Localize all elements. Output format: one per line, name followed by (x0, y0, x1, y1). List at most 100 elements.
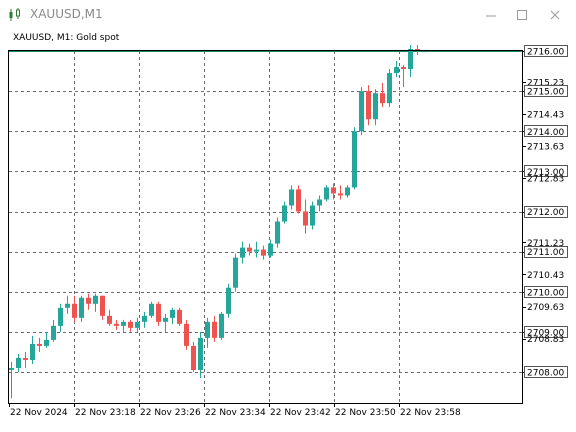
x-tick-label: 22 Nov 23:26 (140, 408, 201, 418)
candle-bear (128, 321, 133, 328)
x-tick-label: 22 Nov 23:42 (270, 408, 331, 418)
y-tick-label: 2708.00 (527, 369, 564, 379)
candle-bull (58, 307, 63, 326)
candle-bull (226, 287, 231, 314)
candle-bear (23, 357, 28, 360)
candle-bear (86, 297, 91, 304)
y-tick-label: 2714.43 (527, 110, 564, 120)
candle-bear (331, 187, 336, 194)
y-tick-label: 2709.63 (527, 303, 564, 313)
y-tick-box (524, 125, 568, 137)
candle-bear (415, 48, 420, 51)
candle-bull (254, 249, 259, 252)
candle-bull (233, 257, 238, 288)
close-icon[interactable] (547, 7, 563, 23)
y-tick-label: 2715.00 (527, 88, 564, 98)
y-tick-label: 2715.23 (527, 78, 564, 88)
candle-bear (212, 321, 217, 338)
chart-symbol-header: XAUUSD, M1: Gold spot (13, 33, 120, 43)
candle-bear (380, 93, 385, 104)
candle-bear (338, 193, 343, 196)
y-tick-box (524, 206, 568, 218)
candle-bull (345, 187, 350, 196)
window-title: XAUUSD,M1 (30, 7, 103, 21)
candle-bull (93, 295, 98, 304)
chart-bars-icon (9, 8, 20, 21)
candle-bear (114, 323, 119, 326)
candle-bull (352, 131, 357, 188)
candle-bull (170, 309, 175, 318)
candle-bull (51, 325, 56, 340)
title-bar[interactable]: XAUUSD,M1 (0, 0, 576, 31)
candle-bull (121, 321, 126, 326)
candle-bull (219, 313, 224, 338)
candle-bull (9, 367, 14, 370)
candle-bull (142, 315, 147, 322)
candle-bull (16, 357, 21, 368)
candle-bull (240, 247, 245, 258)
x-tick-label: 22 Nov 23:58 (400, 408, 461, 418)
candle-bull (44, 339, 49, 346)
y-tick-box (524, 165, 568, 177)
candle-bull (135, 321, 140, 328)
candle-bull (324, 187, 329, 200)
candle-bear (37, 343, 42, 346)
candle-bear (100, 295, 105, 316)
candle-bull (268, 243, 273, 256)
plot-frame (8, 50, 523, 404)
candle-bear (107, 315, 112, 324)
minimize-icon[interactable] (483, 7, 499, 23)
candle-bull (275, 221, 280, 244)
chart-area[interactable]: 2716.00 2715.23 2715.00 2714.43 2714.00 2713.… (0, 30, 576, 432)
candle-bull (79, 297, 84, 318)
y-tick-box (524, 286, 568, 298)
candle-bull (30, 343, 35, 360)
candle-bull (65, 303, 70, 308)
candle-bull (205, 321, 210, 338)
y-tick-label: 2714.00 (527, 128, 564, 138)
maximize-icon[interactable] (514, 7, 530, 23)
candle-bull (317, 199, 322, 206)
candle-bull (310, 205, 315, 226)
candle-bear (366, 91, 371, 120)
y-tick-label: 2711.00 (527, 248, 564, 258)
x-tick-label: 22 Nov 23:18 (75, 408, 136, 418)
candle-bull (149, 303, 154, 316)
y-tick-box (524, 326, 568, 338)
y-tick-label: 2713.63 (527, 143, 564, 153)
candle-bull (394, 67, 399, 74)
candle-bear (72, 303, 77, 318)
y-tick-label: 2712.00 (527, 208, 564, 218)
x-tick-label: 22 Nov 23:50 (335, 408, 396, 418)
candle-bull (359, 91, 364, 132)
y-tick-label: 2710.43 (527, 271, 564, 281)
candle-bear (303, 211, 308, 226)
candle-bear (401, 67, 406, 70)
candle-bull (408, 48, 413, 70)
y-tick-label: 2713.00 (527, 168, 564, 178)
candle-bear (261, 249, 266, 256)
candle-bull (163, 317, 168, 322)
candle-bear (184, 323, 189, 346)
candle-bull (289, 189, 294, 206)
y-tick-label: 2716.00 (527, 48, 564, 58)
candle-bull (198, 337, 203, 370)
candle-bear (191, 345, 196, 370)
candle-bull (387, 73, 392, 104)
y-tick-label: 2712.83 (527, 175, 564, 185)
x-tick-label: 22 Nov 23:34 (205, 408, 266, 418)
y-tick-box (524, 366, 568, 378)
y-tick-label: 2710.00 (527, 288, 564, 298)
candle-bear (156, 303, 161, 322)
candle-bear (296, 189, 301, 212)
y-tick-box (524, 45, 568, 57)
y-tick-label: 2711.23 (527, 239, 564, 249)
candle-bull (373, 93, 378, 120)
y-tick-box (524, 246, 568, 258)
candle-bear (177, 309, 182, 324)
candle-bear (247, 247, 252, 252)
y-tick-label: 2709.00 (527, 328, 564, 338)
candle-bull (282, 205, 287, 222)
